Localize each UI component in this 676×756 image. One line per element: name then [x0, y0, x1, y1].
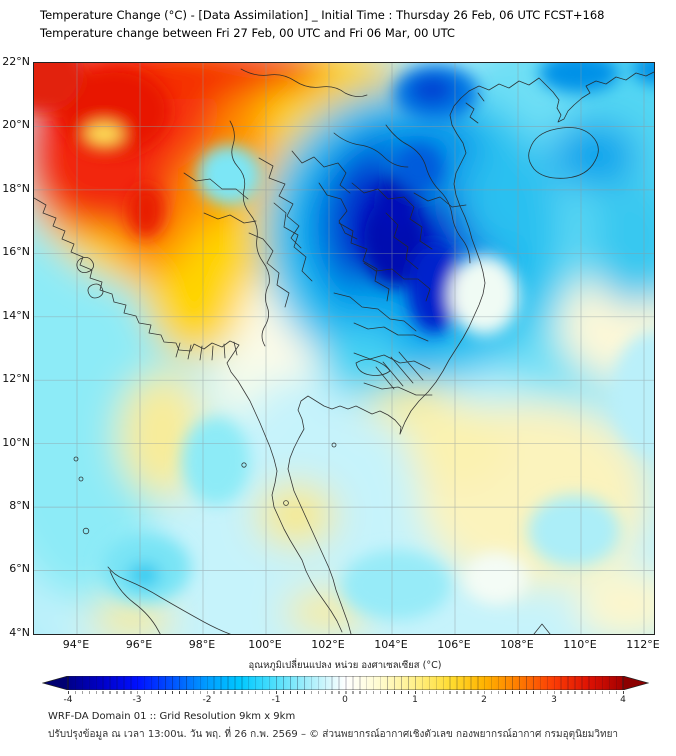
province-lines-ne-thailand-laos — [333, 132, 467, 342]
lat-tick-label: 16°N — [2, 245, 30, 258]
hainan-island — [528, 127, 599, 179]
lon-tick-label: 98°E — [188, 638, 216, 651]
chart-title: Temperature Change (°C) - [Data Assimila… — [40, 8, 605, 22]
gridlines — [34, 63, 654, 634]
colorbar-left-arrow — [42, 676, 69, 690]
chart-subtitle: Temperature change between Fri 27 Feb, 0… — [40, 26, 455, 40]
lon-tick-label: 94°E — [62, 638, 90, 651]
lat-tick-label: 8°N — [9, 499, 30, 512]
colorbar-tick-label: 4 — [620, 695, 626, 705]
colorbar-tick-label: 1 — [412, 695, 418, 705]
island-koh-chang — [331, 442, 337, 448]
colorbar-gradient — [67, 676, 624, 690]
rakhine-islands — [76, 257, 104, 299]
lon-tick-label: 100°E — [248, 638, 282, 651]
shan-state-lines — [183, 172, 257, 224]
lat-tick-label: 12°N — [2, 372, 30, 385]
lat-tick-label: 14°N — [2, 309, 30, 322]
south-china-coast — [468, 71, 654, 123]
map-plot — [33, 62, 655, 635]
sumatra-north-coast — [107, 566, 231, 634]
colorbar-minor-ticks — [68, 691, 624, 694]
lon-tick-label: 102°E — [311, 638, 345, 651]
lat-tick-label: 20°N — [2, 118, 30, 131]
lat-tick-label: 10°N — [2, 436, 30, 449]
colorbar-label: อุณหภูมิเปลี่ยนแปลง หน่วย องศาเซลเซียส (… — [248, 660, 442, 671]
laos-vietnam-border — [385, 124, 471, 264]
footer-update-credit: ปรับปรุงข้อมูล ณ เวลา 13:00น. วัน พฤ. ที… — [48, 729, 619, 740]
island-samui — [283, 500, 289, 506]
tonle-sap-lake — [355, 359, 391, 376]
gulf-of-thailand-coast — [287, 395, 402, 634]
colorbar-tick-label: -1 — [271, 695, 281, 705]
lon-tick-label: 108°E — [500, 638, 534, 651]
lon-tick-label: 96°E — [125, 638, 153, 651]
lon-tick-label: 110°E — [563, 638, 597, 651]
colorbar-tick-label: -4 — [63, 695, 73, 705]
island-phuket — [241, 462, 247, 468]
colorbar-right-arrow — [622, 676, 649, 690]
province-lines-north-thailand — [248, 150, 358, 308]
thai-myanmar-border — [229, 120, 270, 347]
colorbar-tick-label: 3 — [551, 695, 557, 705]
lon-tick-label: 112°E — [626, 638, 660, 651]
myanmar-peninsula-west-coast — [34, 197, 343, 633]
island-andaman-2 — [78, 476, 84, 482]
lat-tick-label: 18°N — [2, 182, 30, 195]
vietnam-coast — [399, 90, 486, 435]
red-river-delta-wiggles — [465, 92, 485, 124]
footer-domain-info: WRF-DA Domain 01 :: Grid Resolution 9km … — [48, 711, 296, 722]
island-andaman-1 — [73, 456, 79, 462]
borneo-tip — [533, 623, 551, 634]
lat-tick-label: 6°N — [9, 562, 30, 575]
sumatra-west-coast — [109, 570, 161, 634]
province-lines-cambodia — [353, 352, 433, 396]
colorbar-tick-label: 0 — [342, 695, 348, 705]
colorbar-tick-label: -2 — [202, 695, 212, 705]
island-weh — [82, 527, 90, 535]
lat-tick-label: 4°N — [9, 626, 30, 639]
china-border-north — [240, 68, 368, 97]
colorbar-tick-label: -3 — [132, 695, 142, 705]
coastlines-borders — [34, 68, 654, 634]
colorbar — [42, 676, 649, 690]
lon-tick-label: 104°E — [374, 638, 408, 651]
temperature-field-svg — [34, 63, 654, 634]
lat-tick-label: 22°N — [2, 55, 30, 68]
irrawaddy-delta-channels — [175, 341, 238, 361]
mekong-delta-channels — [375, 351, 424, 390]
colorbar-tick-label: 2 — [481, 695, 487, 705]
lon-tick-label: 106°E — [437, 638, 471, 651]
